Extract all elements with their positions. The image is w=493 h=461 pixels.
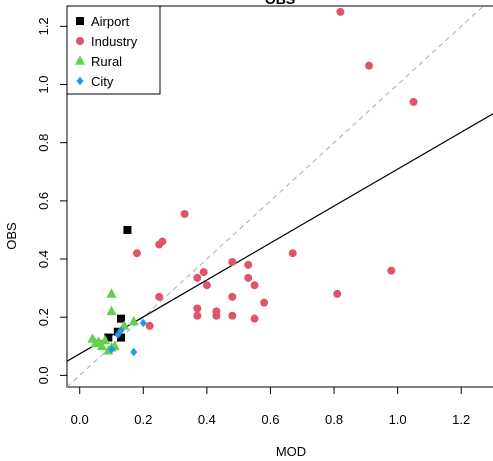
x-tick-label: 0.4 bbox=[198, 412, 216, 427]
industry-point bbox=[228, 257, 237, 266]
city-point bbox=[107, 344, 116, 354]
industry-point bbox=[250, 314, 259, 323]
y-tick-label: 0.2 bbox=[36, 308, 51, 326]
x-tick-label: 1.0 bbox=[389, 412, 407, 427]
industry-point bbox=[193, 304, 202, 313]
industry-point bbox=[387, 266, 396, 275]
airport-point bbox=[123, 225, 132, 234]
industry-point bbox=[250, 281, 259, 290]
industry-point bbox=[199, 268, 208, 277]
industry-point bbox=[155, 240, 164, 249]
rural-point bbox=[106, 305, 117, 316]
y-tick-label: 1.0 bbox=[36, 75, 51, 93]
industry-point bbox=[409, 97, 418, 106]
y-tick-label: 0.6 bbox=[36, 192, 51, 210]
city-point bbox=[117, 326, 125, 335]
y-tick-label: 0.8 bbox=[36, 134, 51, 152]
industry-point bbox=[145, 321, 154, 330]
y-tick-label: 0.0 bbox=[36, 366, 51, 384]
x-tick-label: 0.2 bbox=[134, 412, 152, 427]
industry-point bbox=[228, 292, 237, 301]
industry-point bbox=[244, 260, 253, 269]
legend-rural-label: Rural bbox=[91, 54, 122, 69]
industry-point bbox=[288, 249, 297, 258]
industry-point bbox=[336, 7, 345, 16]
one-to-one-line bbox=[67, 6, 485, 387]
rural-point bbox=[96, 340, 107, 351]
rural-point bbox=[100, 334, 111, 345]
legend-industry-marker bbox=[76, 37, 84, 45]
industry-point bbox=[260, 298, 269, 307]
x-tick-label: 0.6 bbox=[261, 412, 279, 427]
industry-point bbox=[365, 61, 374, 70]
legend-industry-label: Industry bbox=[91, 34, 138, 49]
x-tick-label: 0.0 bbox=[71, 412, 89, 427]
industry-point bbox=[244, 273, 253, 282]
airport-point bbox=[104, 333, 113, 342]
legend-airport-label: Airport bbox=[91, 14, 130, 29]
industry-point bbox=[180, 209, 189, 218]
airport-point bbox=[117, 333, 126, 342]
city-point bbox=[139, 318, 147, 328]
y-axis-title: OBS bbox=[4, 222, 19, 250]
x-tick-label: 0.8 bbox=[325, 412, 343, 427]
industry-point bbox=[193, 273, 202, 282]
industry-point bbox=[212, 311, 221, 320]
y-tick-label: 0.4 bbox=[36, 250, 51, 268]
airport-point bbox=[117, 314, 126, 323]
industry-point bbox=[228, 311, 237, 320]
rural-point bbox=[128, 315, 139, 326]
x-tick-label: 1.2 bbox=[452, 412, 470, 427]
industry-point bbox=[202, 281, 211, 290]
chart-title: OBS bbox=[265, 0, 295, 7]
industry-point bbox=[333, 289, 342, 298]
industry-point bbox=[193, 311, 202, 320]
legend-city-label: City bbox=[91, 74, 114, 89]
legend-airport-marker bbox=[76, 17, 84, 25]
x-axis-title: MOD bbox=[276, 444, 306, 459]
legend-rural-marker bbox=[75, 55, 85, 65]
industry-point bbox=[155, 292, 164, 301]
industry-point bbox=[132, 249, 141, 258]
legend-city-marker bbox=[76, 76, 84, 86]
y-tick-label: 1.2 bbox=[36, 17, 51, 35]
city-point bbox=[130, 347, 138, 357]
regression-line bbox=[67, 113, 493, 362]
rural-point bbox=[106, 288, 117, 298]
